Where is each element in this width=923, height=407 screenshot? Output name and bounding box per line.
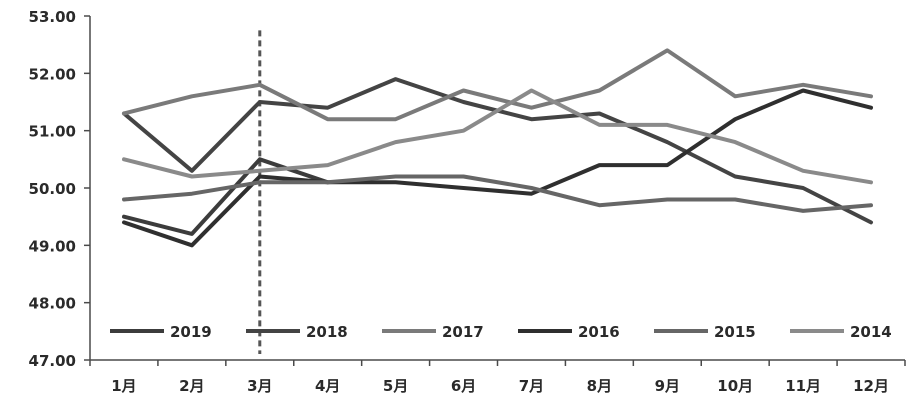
x-tick-label: 7月 bbox=[519, 377, 544, 395]
x-tick-label: 2月 bbox=[179, 377, 204, 395]
y-tick-label: 52.00 bbox=[29, 65, 76, 83]
legend-label: 2014 bbox=[850, 323, 892, 341]
series-line-2016 bbox=[122, 88, 873, 248]
series-line-2015 bbox=[122, 174, 873, 213]
x-tick-label: 3月 bbox=[247, 377, 272, 395]
series-line-2014 bbox=[122, 88, 873, 185]
legend-label: 2018 bbox=[306, 323, 348, 341]
chart-series bbox=[122, 48, 873, 248]
x-tick-label: 10月 bbox=[717, 377, 753, 395]
y-tick-label: 53.00 bbox=[29, 8, 76, 26]
series-line-2017 bbox=[122, 48, 873, 122]
x-tick-label: 8月 bbox=[587, 377, 612, 395]
x-tick-label: 12月 bbox=[853, 377, 889, 395]
y-tick-label: 51.00 bbox=[29, 123, 76, 141]
chart-legend: 2019 2018 2017 2016 2015 2014 bbox=[110, 323, 892, 341]
x-tick-label: 1月 bbox=[111, 377, 136, 395]
x-tick-label: 9月 bbox=[655, 377, 680, 395]
x-tick-label: 5月 bbox=[383, 377, 408, 395]
legend-label: 2017 bbox=[442, 323, 484, 341]
y-tick-label: 50.00 bbox=[29, 180, 76, 198]
x-tick-label: 11月 bbox=[785, 377, 821, 395]
legend-label: 2016 bbox=[578, 323, 620, 341]
x-tick-label: 6月 bbox=[451, 377, 476, 395]
chart-axes: 47.00 48.00 49.00 50.00 51.00 52.00 53.00 1月 2月 3… bbox=[29, 8, 906, 395]
series-line-2019 bbox=[122, 157, 330, 236]
legend-label: 2019 bbox=[170, 323, 212, 341]
y-tick-label: 47.00 bbox=[29, 352, 76, 370]
legend-label: 2015 bbox=[714, 323, 756, 341]
x-tick-label: 4月 bbox=[315, 377, 340, 395]
y-tick-label: 48.00 bbox=[29, 295, 76, 313]
y-tick-label: 49.00 bbox=[29, 237, 76, 255]
